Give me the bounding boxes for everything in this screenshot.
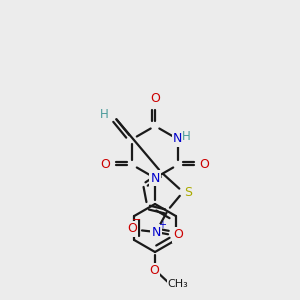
Text: O: O bbox=[100, 158, 110, 172]
Text: S: S bbox=[184, 185, 192, 199]
Text: N: N bbox=[151, 226, 161, 238]
Text: CH₃: CH₃ bbox=[168, 279, 188, 289]
Text: O: O bbox=[150, 92, 160, 106]
Text: N: N bbox=[173, 133, 182, 146]
Text: H: H bbox=[182, 130, 191, 143]
Text: −: − bbox=[132, 215, 142, 225]
Text: +: + bbox=[158, 220, 166, 230]
Text: O: O bbox=[173, 229, 183, 242]
Text: N: N bbox=[150, 172, 160, 184]
Text: O: O bbox=[149, 265, 159, 278]
Text: H: H bbox=[100, 107, 109, 121]
Text: O: O bbox=[127, 223, 137, 236]
Text: O: O bbox=[200, 158, 209, 172]
